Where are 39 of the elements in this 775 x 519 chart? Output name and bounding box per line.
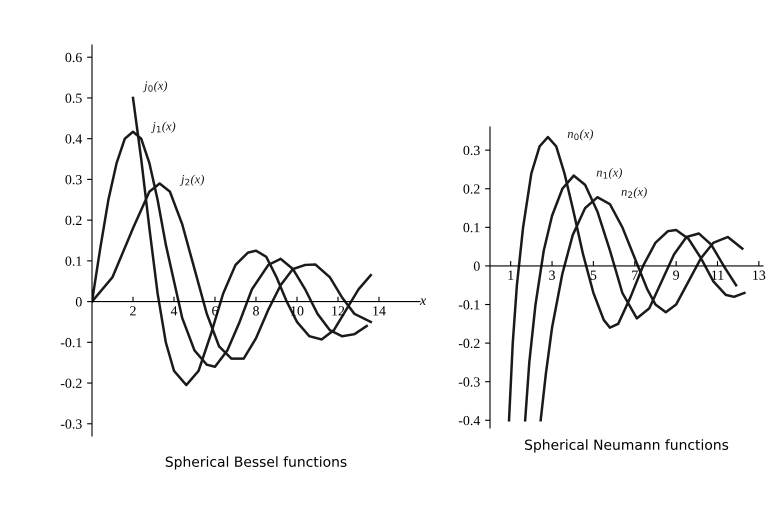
y-tick-label: 0.1 xyxy=(65,256,82,266)
y-tick-label: -0.3 xyxy=(60,419,82,429)
x-tick-label: 5 xyxy=(590,270,596,280)
y-tick-label: 0.2 xyxy=(463,184,480,194)
y-tick-label: -0.2 xyxy=(60,378,82,388)
y-tick-label: 0 xyxy=(76,297,82,307)
y-tick-label: 0.5 xyxy=(65,94,82,103)
series-label: j$_{0}$(x) xyxy=(142,80,168,92)
y-tick-label: -0.4 xyxy=(458,416,480,426)
y-tick-label: -0.3 xyxy=(458,377,480,387)
series-label: j$_{1}$(x) xyxy=(150,122,176,133)
x-tick-label: 7 xyxy=(632,270,638,280)
x-tick-label: 14 xyxy=(373,306,386,316)
series-label: n$_{2}$(x) xyxy=(622,187,647,198)
y-tick-label: -0.1 xyxy=(458,300,480,310)
y-tick-label: 0.1 xyxy=(463,222,480,232)
y-tick-label: 0.6 xyxy=(65,52,82,62)
y-tick-label: -0.1 xyxy=(60,338,82,348)
y-tick-label: 0.2 xyxy=(65,216,82,226)
x-tick-label: 3 xyxy=(549,270,555,280)
text: Spherical Bessel functions xyxy=(166,456,346,470)
x-tick-label: 12 xyxy=(332,306,344,316)
y-tick-label: 0.4 xyxy=(65,134,82,144)
series-label: n$_{0}$(x) xyxy=(568,129,594,141)
x-tick-label: 4 xyxy=(170,306,178,316)
x-tick-label: 11 xyxy=(712,270,724,280)
text: Spherical Neumann functions xyxy=(525,439,728,453)
x-tick-label: 9 xyxy=(673,270,680,280)
series-label: n$_{1}$(x) xyxy=(596,168,622,180)
x-tick-label: 1 xyxy=(508,270,514,280)
x-tick-label: 13 xyxy=(753,270,766,280)
series-label: j$_{2}$(x) xyxy=(180,174,204,186)
y-tick-label: 0 xyxy=(474,262,480,271)
y-tick-label: 0.3 xyxy=(463,146,480,156)
x-axis-title: x xyxy=(420,298,426,305)
y-tick-label: 0.3 xyxy=(65,174,82,184)
x-tick-label: 2 xyxy=(130,306,136,316)
x-tick-label: 8 xyxy=(253,306,259,316)
y-tick-label: -0.2 xyxy=(458,338,480,348)
